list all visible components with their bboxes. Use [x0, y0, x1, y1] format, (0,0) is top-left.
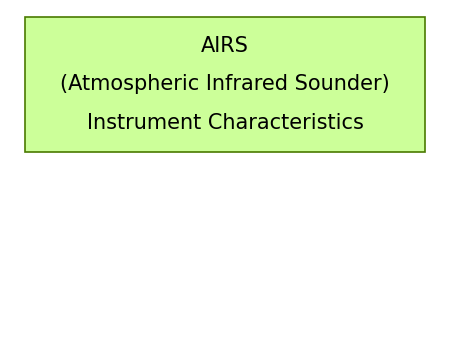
FancyBboxPatch shape: [25, 17, 425, 152]
Text: Instrument Characteristics: Instrument Characteristics: [86, 113, 364, 134]
Text: (Atmospheric Infrared Sounder): (Atmospheric Infrared Sounder): [60, 74, 390, 95]
Text: AIRS: AIRS: [201, 35, 249, 56]
